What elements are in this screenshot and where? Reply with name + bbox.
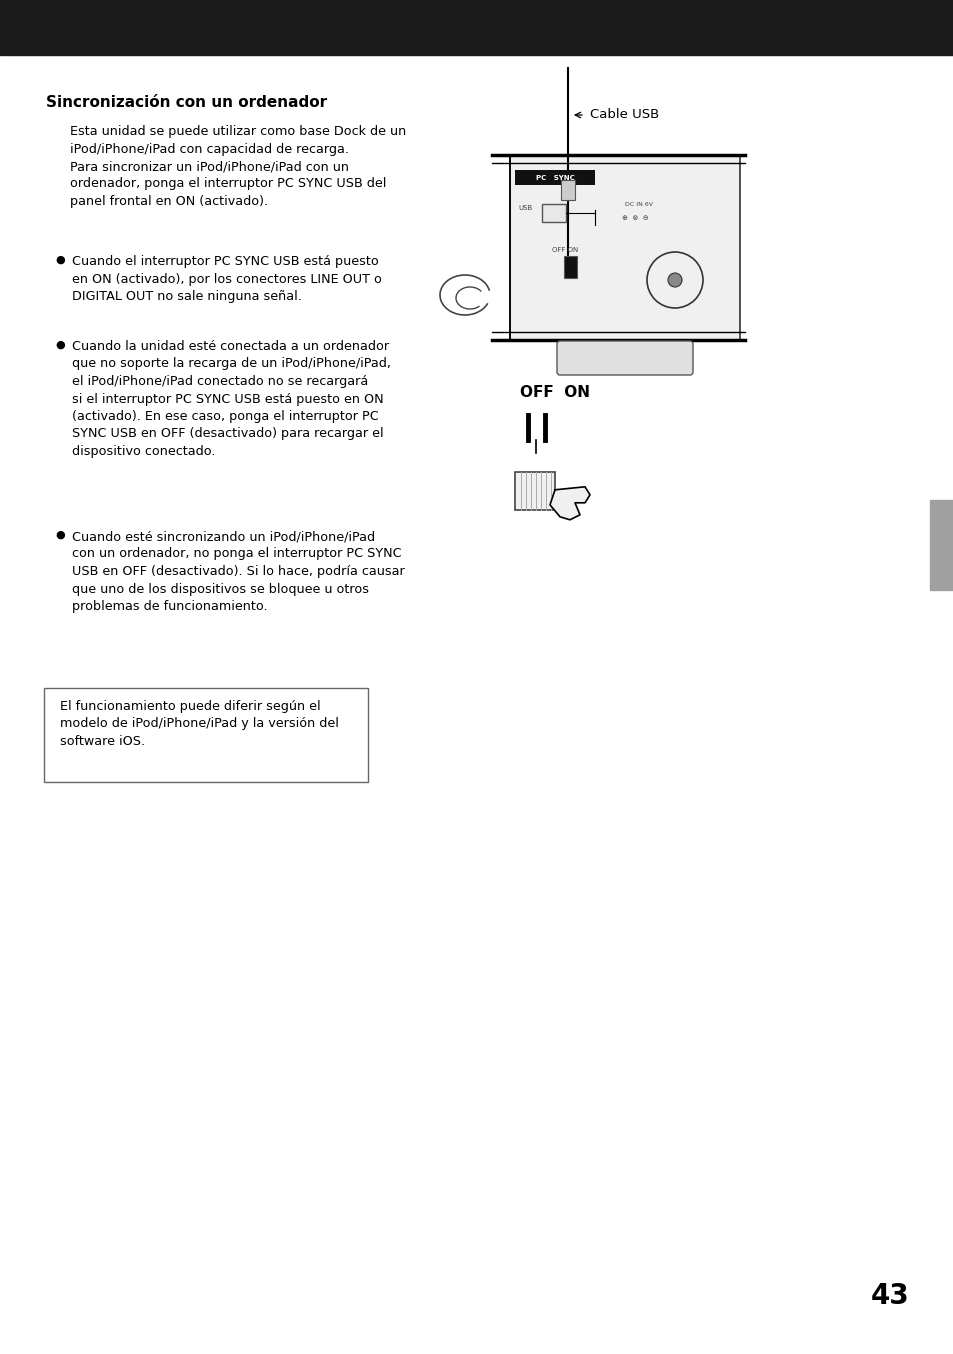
Text: OFF  ON: OFF ON xyxy=(519,385,589,399)
Text: ●: ● xyxy=(55,529,65,540)
FancyBboxPatch shape xyxy=(44,688,368,783)
Text: ⊕  ⊗  ⊖: ⊕ ⊗ ⊖ xyxy=(621,215,648,221)
Circle shape xyxy=(646,252,702,307)
Bar xyxy=(560,180,575,200)
Bar xyxy=(0,0,953,56)
Text: Cable USB: Cable USB xyxy=(589,108,659,122)
Text: ●: ● xyxy=(55,340,65,349)
Text: Cuando el interruptor PC SYNC USB está puesto
en ON (activado), por los conector: Cuando el interruptor PC SYNC USB está p… xyxy=(71,255,381,303)
Text: El funcionamiento puede diferir según el
modelo de iPod/iPhone/iPad y la versión: El funcionamiento puede diferir según el… xyxy=(60,700,338,747)
Bar xyxy=(563,256,577,278)
Text: DC IN 6V: DC IN 6V xyxy=(624,203,652,207)
Bar xyxy=(541,204,565,222)
Bar xyxy=(929,500,953,590)
Text: PC   SYNC: PC SYNC xyxy=(535,175,574,180)
Text: USB: USB xyxy=(517,204,532,211)
Bar xyxy=(515,473,555,510)
Text: Sincronización con un ordenador: Sincronización con un ordenador xyxy=(46,95,327,110)
Circle shape xyxy=(667,274,681,287)
Bar xyxy=(515,171,595,185)
Polygon shape xyxy=(550,487,589,520)
Text: ●: ● xyxy=(55,255,65,265)
Text: OFF ON: OFF ON xyxy=(552,246,578,253)
Text: 43: 43 xyxy=(870,1282,909,1311)
Bar xyxy=(510,154,740,340)
Text: Cuando esté sincronizando un iPod/iPhone/iPad
con un ordenador, no ponga el inte: Cuando esté sincronizando un iPod/iPhone… xyxy=(71,529,404,613)
Text: Esta unidad se puede utilizar como base Dock de un
iPod/iPhone/iPad con capacida: Esta unidad se puede utilizar como base … xyxy=(70,125,406,209)
Text: Cuando la unidad esté conectada a un ordenador
que no soporte la recarga de un i: Cuando la unidad esté conectada a un ord… xyxy=(71,340,391,458)
FancyBboxPatch shape xyxy=(557,341,692,375)
